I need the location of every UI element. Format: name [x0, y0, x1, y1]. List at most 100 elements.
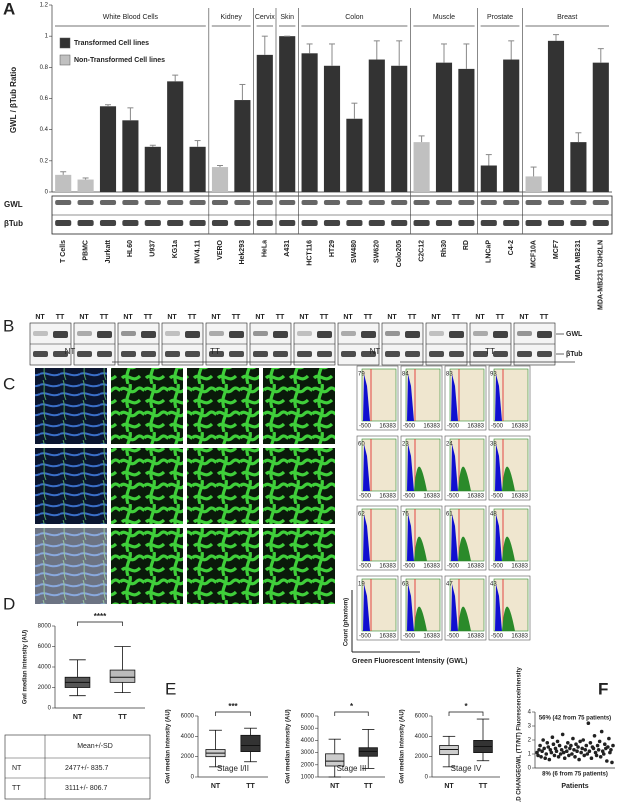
histogram-fill [363, 444, 370, 491]
table-cell: TT [12, 785, 21, 792]
point [538, 743, 542, 748]
histogram-fill [495, 444, 502, 491]
blot-band [493, 331, 508, 338]
lane-label: TT [144, 314, 153, 321]
x-tick-label: TT [246, 783, 255, 790]
histogram-fill [407, 514, 414, 561]
bar [256, 54, 273, 192]
x-tick-label: MV4.11 [194, 240, 201, 264]
y-tick-label: 1 [45, 34, 49, 40]
group-label: TT [485, 347, 495, 356]
band-label: βTub [566, 351, 583, 358]
x-tick-label: RD [463, 240, 470, 250]
histogram-tick: -500 [491, 634, 504, 640]
blot-band [77, 331, 92, 336]
significance: **** [94, 612, 107, 621]
histogram-fill [502, 466, 515, 491]
blot-band [97, 351, 112, 357]
blot-band [77, 200, 94, 205]
point [547, 757, 552, 762]
point [581, 738, 586, 742]
x-tick-label: C4-2 [508, 240, 515, 255]
blot-band [253, 331, 268, 336]
x-tick-label: KG1a [172, 240, 179, 258]
lane-label: TT [408, 314, 417, 321]
histogram-fill [451, 514, 458, 561]
x-tick-label: MCF10A [530, 240, 537, 268]
y-tick-label: 0.2 [40, 158, 49, 164]
point [606, 745, 610, 749]
lane-label: NT [387, 314, 397, 321]
histogram-tick: -500 [359, 634, 372, 640]
point [556, 755, 561, 759]
histogram-fill [451, 374, 458, 421]
point [544, 752, 549, 756]
blot-band [141, 351, 156, 357]
point [569, 743, 573, 748]
y-tick-label: 1 [528, 752, 532, 758]
point [552, 753, 557, 758]
box [325, 753, 345, 767]
point [594, 753, 599, 758]
micrograph [111, 528, 183, 604]
histogram-count: 24 [446, 442, 453, 448]
histogram-tick: -500 [403, 424, 416, 430]
histogram-tick: -500 [491, 564, 504, 570]
lane-label: NT [431, 314, 441, 321]
histogram-tick: -500 [403, 494, 416, 500]
histogram-count: 84 [402, 372, 409, 378]
blot-band [341, 331, 356, 336]
y-tick-label: 0 [191, 775, 195, 781]
blot-label: βTub [4, 219, 23, 228]
significance: * [350, 702, 354, 711]
micrograph [187, 448, 259, 524]
x-tick-label: VERO [217, 239, 224, 259]
point [608, 750, 612, 755]
histogram-count: 63 [402, 582, 409, 588]
blot-band [167, 220, 184, 226]
blot-band [547, 220, 565, 226]
x-tick-label: TT [118, 714, 127, 721]
point [602, 742, 607, 746]
blot-band [341, 351, 356, 357]
histogram-tick: -500 [403, 634, 416, 640]
x-tick-label: T Cells [60, 240, 67, 263]
y-tick-label: 3 [528, 724, 532, 730]
x-axis-label: Patients [561, 783, 588, 790]
y-axis-label: Gwl median intensity (AU) [23, 630, 29, 704]
x-tick-label: SW480 [351, 240, 358, 263]
point [580, 746, 584, 751]
x-axis-label: Green Fluorescent Intensity (GWL) [352, 658, 468, 665]
bar [503, 59, 520, 192]
histogram-tick: -500 [447, 564, 460, 570]
histogram-fill [458, 466, 471, 491]
blot-band [361, 351, 376, 357]
y-axis-label: Gwl median intensity (AU) [166, 709, 172, 783]
histogram-count: 62 [358, 512, 365, 518]
box [439, 745, 459, 756]
bar [368, 59, 385, 192]
blot-band [301, 200, 318, 205]
point [541, 738, 545, 742]
panel-label: C [3, 374, 15, 393]
histogram-tick: -500 [447, 494, 460, 500]
y-tick-label: 4000 [181, 734, 195, 740]
y-tick-label: 1.2 [40, 3, 49, 9]
lane-label: TT [320, 314, 329, 321]
bar [592, 62, 609, 193]
blot-band [413, 200, 430, 205]
histogram-count: 83 [446, 372, 453, 378]
histogram-count: 60 [358, 442, 365, 448]
histogram-fill [502, 606, 515, 631]
annotation: 8% (6 from 75 patients) [542, 772, 608, 778]
blot-band [503, 200, 520, 205]
y-tick-label: 2 [528, 738, 532, 744]
lane-label: NT [211, 314, 221, 321]
blot-band [185, 331, 200, 338]
legend-label: Transformed Cell lines [74, 40, 149, 47]
panel-label: F [598, 679, 608, 698]
histogram-fill [407, 444, 414, 491]
point [545, 741, 550, 745]
group-label: Colon [345, 14, 363, 21]
box [109, 669, 136, 683]
